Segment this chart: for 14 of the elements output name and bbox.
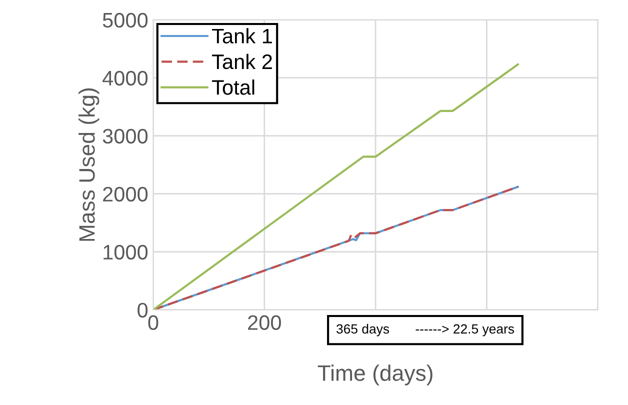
y-axis-title: Mass Used (kg) — [78, 88, 100, 241]
y-tick-label: 4000 — [102, 70, 148, 86]
y-tick-label: 0 — [138, 302, 148, 318]
text: 365 days ------> 22.5 years — [336, 324, 514, 336]
y-tick-label: 1000 — [104, 244, 148, 260]
y-tick-label: 5000 — [102, 12, 148, 28]
x-tick-label: 200 — [248, 315, 281, 330]
x-axis-title: Time (days) — [318, 364, 432, 386]
legend-label: Tank 1 — [212, 28, 272, 44]
legend-label: Total — [212, 80, 254, 95]
y-tick-label: 3000 — [102, 128, 148, 144]
legend-label: Tank 2 — [212, 54, 272, 70]
y-tick-label: 2000 — [103, 186, 148, 202]
line-series — [153, 186, 519, 310]
